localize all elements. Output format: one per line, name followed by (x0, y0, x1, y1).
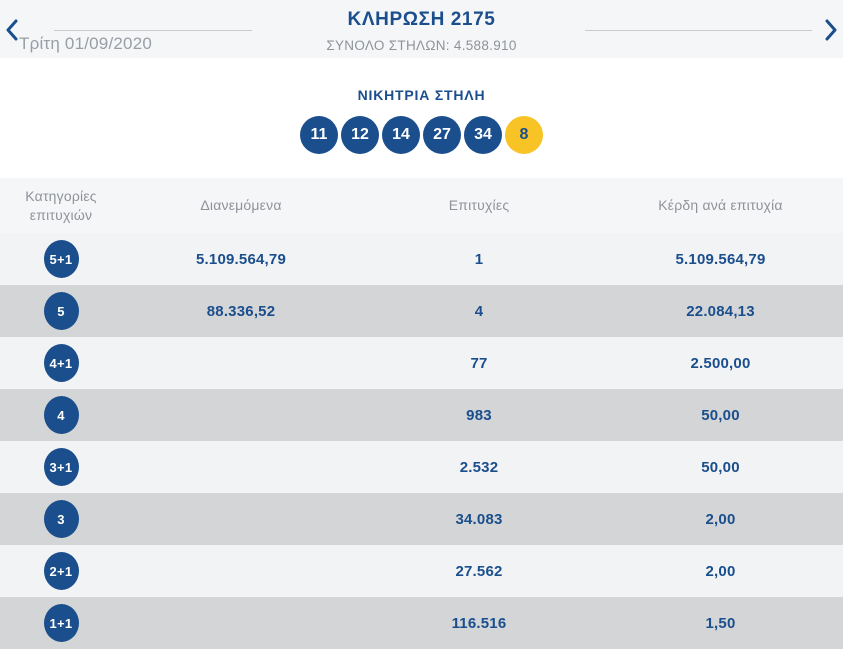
column-header-prize: Κέρδη ανά επιτυχία (658, 197, 783, 214)
winning-column-section: ΝΙΚΗΤΡΙΑ ΣΤΗΛΗ 11 12 14 27 34 8 (0, 58, 843, 178)
category-badge: 5 (43, 292, 79, 330)
column-header-categories: Κατηγορίες επιτυχιών (25, 187, 97, 223)
table-row: 4+1 77 2.500,00 (0, 337, 843, 389)
category-badge: 4+1 (43, 344, 79, 382)
table-row: 3+1 2.532 50,00 (0, 441, 843, 493)
next-draw-button[interactable] (823, 18, 839, 42)
prize-value: 2,00 (705, 562, 736, 580)
category-badge: 2+1 (43, 552, 79, 590)
table-row: 4 983 50,00 (0, 389, 843, 441)
winning-number-ball: 34 (464, 116, 502, 154)
total-columns-label: ΣΥΝΟΛΟ ΣΤΗΛΩΝ: 4.588.910 (326, 38, 517, 53)
winners-value: 4 (474, 302, 484, 320)
draw-header: ΚΛΗΡΩΣΗ 2175 ΣΥΝΟΛΟ ΣΤΗΛΩΝ: 4.588.910 (0, 9, 843, 53)
table-row: 2+1 27.562 2,00 (0, 545, 843, 597)
winners-value: 983 (466, 406, 492, 424)
chevron-left-icon (6, 19, 18, 41)
table-row: 1+1 116.516 1,50 (0, 597, 843, 649)
left-divider-line (54, 30, 252, 31)
prize-value: 50,00 (701, 458, 740, 476)
winners-value: 2.532 (459, 458, 499, 476)
results-table-header: Κατηγορίες επιτυχιών Διανεμόμενα Επιτυχί… (0, 178, 843, 233)
category-badge: 5+1 (43, 240, 79, 278)
distributed-value: 5.109.564,79 (196, 250, 286, 268)
winners-value: 1 (474, 250, 484, 268)
winning-number-ball: 14 (382, 116, 420, 154)
winning-number-ball: 12 (341, 116, 379, 154)
right-divider-line (585, 30, 812, 31)
draw-date: Τρίτη 01/09/2020 (19, 34, 153, 53)
bonus-number-ball: 8 (505, 116, 543, 154)
prize-value: 2.500,00 (690, 354, 751, 372)
previous-draw-button[interactable] (4, 18, 20, 42)
category-badge: 1+1 (43, 604, 79, 642)
winners-value: 116.516 (451, 614, 507, 632)
prize-value: 1,50 (705, 614, 736, 632)
winners-value: 27.562 (455, 562, 503, 580)
prize-value: 22.084,13 (686, 302, 755, 320)
prize-value: 5.109.564,79 (675, 250, 766, 268)
column-header-distributed: Διανεμόμενα (200, 197, 282, 214)
category-badge: 3 (43, 500, 79, 538)
winning-number-ball: 27 (423, 116, 461, 154)
winning-column-title: ΝΙΚΗΤΡΙΑ ΣΤΗΛΗ (357, 87, 486, 103)
category-badge: 3+1 (43, 448, 79, 486)
prize-value: 50,00 (701, 406, 740, 424)
table-row: 5 88.336,52 4 22.084,13 (0, 285, 843, 337)
table-row: 3 34.083 2,00 (0, 493, 843, 545)
draw-navigation-bar: Τρίτη 01/09/2020 ΚΛΗΡΩΣΗ 2175 ΣΥΝΟΛΟ ΣΤΗ… (0, 0, 843, 58)
column-header-winners: Επιτυχίες (448, 197, 510, 214)
chevron-right-icon (825, 19, 837, 41)
winning-numbers: 11 12 14 27 34 8 (0, 116, 843, 154)
winners-value: 77 (470, 354, 488, 372)
category-badge: 4 (43, 396, 79, 434)
results-table-body: 5+1 5.109.564,79 1 5.109.564,79 5 88.336… (0, 233, 843, 649)
winners-value: 34.083 (455, 510, 503, 528)
table-row: 5+1 5.109.564,79 1 5.109.564,79 (0, 233, 843, 285)
winning-number-ball: 11 (300, 116, 338, 154)
distributed-value: 88.336,52 (206, 302, 276, 320)
prize-value: 2,00 (705, 510, 736, 528)
draw-title: ΚΛΗΡΩΣΗ 2175 (347, 9, 496, 30)
